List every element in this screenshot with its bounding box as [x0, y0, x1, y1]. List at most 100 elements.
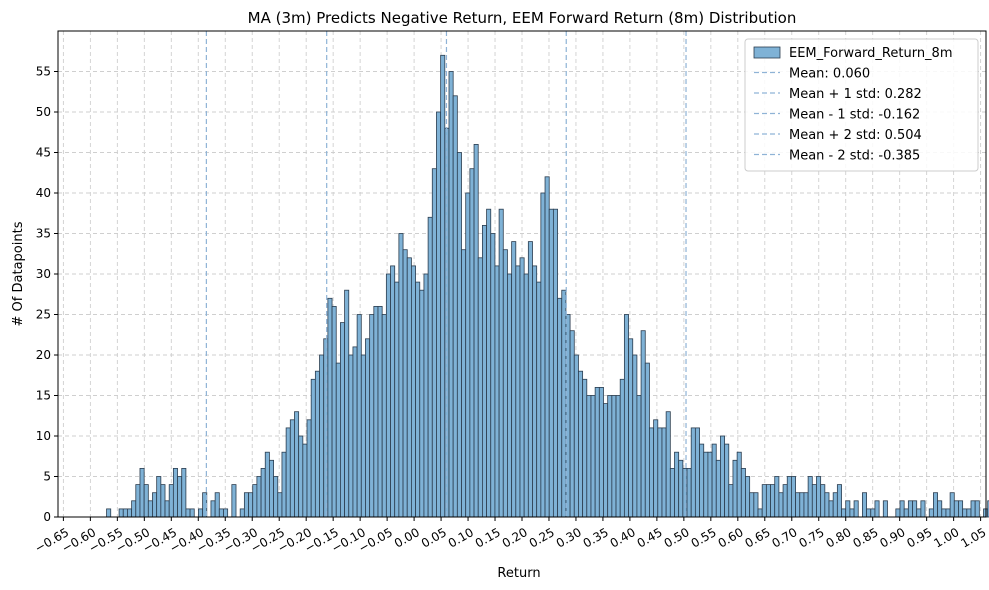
- histogram-bar: [481, 224, 487, 518]
- histogram-bar: [536, 281, 542, 518]
- histogram-bar: [198, 508, 204, 518]
- histogram-bar: [168, 484, 174, 518]
- histogram-bar: [903, 508, 909, 518]
- x-tick-label: 0.90: [877, 525, 907, 550]
- legend-label: Mean - 1 std: -0.162: [789, 108, 920, 123]
- histogram-bar: [269, 459, 274, 518]
- histogram-bar: [736, 451, 742, 518]
- histogram-bar: [603, 403, 609, 518]
- histogram-bar: [953, 500, 959, 518]
- x-tick-label: 0.15: [473, 525, 503, 550]
- histogram-bar: [469, 168, 475, 518]
- x-tick-label: 0.55: [689, 525, 719, 550]
- histogram-bar: [636, 395, 642, 518]
- histogram-bar: [778, 492, 784, 518]
- histogram-bar: [264, 451, 270, 518]
- histogram-bar: [707, 451, 713, 518]
- histogram-bar: [419, 289, 425, 518]
- histogram-bar: [623, 314, 629, 518]
- histogram-bar: [632, 354, 638, 518]
- histogram-bar: [319, 354, 325, 518]
- x-tick-label: 0.10: [446, 525, 476, 550]
- histogram-bar: [486, 208, 492, 518]
- y-tick-label: 15: [36, 389, 51, 403]
- histogram-bar: [661, 427, 667, 518]
- histogram-bar: [628, 338, 634, 518]
- histogram-bar: [874, 500, 880, 518]
- histogram-bar: [415, 281, 421, 518]
- histogram-bar: [156, 476, 162, 518]
- histogram-bar: [937, 500, 943, 518]
- histogram-bar: [870, 508, 876, 518]
- histogram-bar: [544, 176, 550, 518]
- x-tick-label: 0.70: [770, 525, 800, 550]
- histogram-bar: [135, 484, 141, 518]
- histogram-bar: [314, 370, 320, 518]
- histogram-bar: [402, 249, 408, 518]
- histogram-bar: [782, 484, 788, 518]
- histogram-bar: [949, 492, 955, 518]
- histogram-bar: [327, 297, 333, 518]
- histogram-bar: [348, 354, 354, 518]
- histogram-bar: [164, 500, 170, 518]
- histogram-bar: [160, 484, 166, 518]
- histogram-bar: [569, 330, 575, 518]
- histogram-bar: [310, 378, 316, 518]
- histogram-bar: [987, 500, 989, 518]
- histogram-bar: [552, 208, 558, 518]
- x-tick-label: 0.50: [662, 525, 692, 550]
- histogram-bar: [285, 427, 291, 518]
- legend-label: Mean + 2 std: 0.504: [789, 128, 922, 143]
- histogram-bar: [711, 443, 717, 518]
- x-axis-label: Return: [497, 566, 540, 581]
- histogram-bar: [619, 378, 625, 518]
- histogram-bar: [578, 370, 584, 518]
- histogram-bar: [340, 322, 345, 518]
- histogram-bar: [761, 484, 767, 518]
- x-tick-label: 0.60: [716, 525, 746, 550]
- histogram-bar: [694, 427, 700, 518]
- histogram-bar: [745, 476, 751, 518]
- histogram-bar: [139, 467, 145, 518]
- histogram-bar: [172, 467, 178, 518]
- histogram-bar: [720, 435, 726, 518]
- legend-label: Mean: 0.060: [789, 67, 870, 82]
- histogram-bar: [106, 508, 112, 518]
- x-tick-label: 1.00: [931, 525, 961, 550]
- histogram-bar: [866, 508, 872, 518]
- histogram-bar: [757, 508, 763, 518]
- x-axis-ticks: −0.65−0.60−0.55−0.50−0.45−0.40−0.35−0.30…: [32, 517, 989, 556]
- y-tick-label: 40: [36, 186, 51, 200]
- x-tick-label: 0.05: [419, 525, 449, 550]
- histogram-bar: [456, 152, 462, 518]
- histogram-bar: [369, 314, 375, 518]
- histogram-bar: [423, 273, 429, 518]
- histogram-bar: [928, 508, 934, 518]
- histogram-bar: [962, 508, 968, 518]
- histogram-bar: [816, 476, 822, 518]
- histogram-bar: [122, 508, 128, 518]
- histogram-bar: [548, 208, 554, 518]
- histogram-bar: [615, 395, 621, 518]
- histogram-bar: [715, 459, 721, 518]
- histogram-bar: [390, 265, 396, 518]
- histogram-bar: [657, 427, 663, 518]
- histogram-bar: [502, 249, 508, 518]
- x-tick-label: 0.45: [635, 525, 665, 550]
- x-tick-label: 0.00: [392, 525, 422, 550]
- x-tick-label: 0.75: [797, 525, 827, 550]
- x-tick-label: 0.35: [581, 525, 611, 550]
- histogram-bar: [511, 241, 517, 518]
- histogram-bar: [849, 508, 855, 518]
- histogram-bar: [143, 484, 149, 518]
- histogram-bar: [356, 314, 362, 518]
- histogram-bar: [381, 314, 387, 518]
- legend-swatch-bar: [753, 46, 781, 59]
- histogram-bar: [699, 443, 705, 518]
- histogram-bar: [494, 265, 500, 518]
- legend-label: Mean - 2 std: -0.385: [789, 149, 920, 164]
- histogram-bar: [740, 467, 746, 518]
- histogram-bar: [640, 330, 646, 518]
- histogram-bar: [398, 233, 404, 518]
- histogram-bar: [669, 467, 675, 518]
